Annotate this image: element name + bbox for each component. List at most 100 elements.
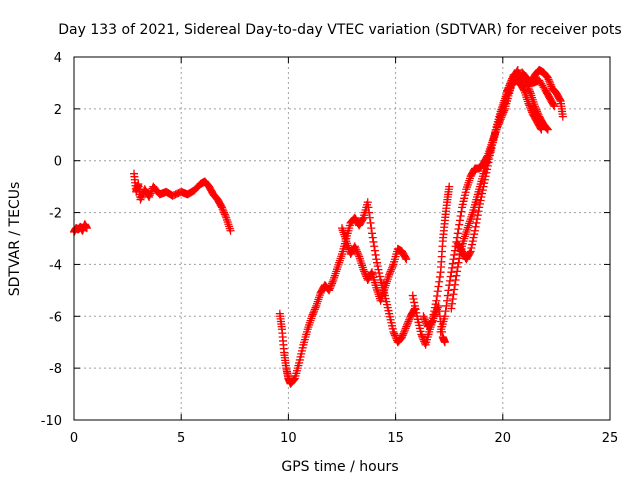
data-point-marker bbox=[544, 75, 553, 84]
data-point-marker bbox=[455, 220, 464, 229]
data-point-marker bbox=[363, 198, 372, 207]
data-point-marker bbox=[369, 237, 378, 246]
x-axis-title: GPS time / hours bbox=[281, 459, 398, 475]
data-point-marker bbox=[478, 189, 487, 198]
data-point-marker bbox=[365, 208, 374, 217]
data-point-marker bbox=[475, 203, 484, 212]
data-point-marker bbox=[453, 229, 462, 238]
data-point-marker bbox=[525, 85, 534, 94]
data-point-marker bbox=[543, 125, 552, 134]
data-point-marker bbox=[403, 320, 412, 329]
data-point-marker bbox=[433, 291, 442, 300]
data-point-marker bbox=[432, 296, 441, 305]
data-point-marker bbox=[446, 272, 455, 281]
data-point-marker bbox=[370, 242, 379, 251]
data-point-marker bbox=[440, 338, 449, 347]
data-point-marker bbox=[430, 307, 439, 316]
data-point-marker bbox=[364, 203, 373, 212]
data-point-marker bbox=[448, 295, 457, 303]
data-point-marker bbox=[353, 247, 362, 256]
data-point-marker bbox=[482, 168, 491, 177]
data-point-marker bbox=[542, 123, 551, 132]
data-point-marker bbox=[389, 327, 398, 336]
data-point-marker bbox=[472, 218, 481, 227]
data-point-marker bbox=[410, 301, 419, 310]
data-point-marker bbox=[390, 331, 399, 340]
data-point-marker bbox=[373, 262, 382, 271]
data-point-marker bbox=[473, 211, 482, 220]
data-point-marker bbox=[353, 249, 362, 258]
y-tick-label: -6 bbox=[49, 310, 62, 325]
data-point-marker bbox=[405, 315, 414, 324]
y-tick-label: -10 bbox=[41, 414, 62, 429]
data-point-marker bbox=[543, 124, 552, 133]
data-point-marker bbox=[478, 186, 487, 195]
data-point-marker bbox=[412, 308, 421, 317]
data-point-marker bbox=[398, 331, 407, 340]
data-point-marker bbox=[545, 77, 554, 86]
data-point-marker bbox=[351, 244, 360, 253]
data-point-marker bbox=[443, 296, 452, 305]
data-point-marker bbox=[442, 301, 451, 310]
data-point-marker bbox=[543, 73, 552, 82]
data-point-marker bbox=[220, 208, 229, 217]
data-point-marker bbox=[481, 172, 490, 181]
y-tick-label: 0 bbox=[54, 155, 62, 170]
data-point-marker bbox=[226, 226, 235, 235]
data-point-marker bbox=[454, 258, 463, 267]
data-point-marker bbox=[441, 307, 450, 316]
data-point-marker bbox=[434, 282, 443, 291]
series-segment bbox=[275, 198, 419, 388]
x-tick-label: 15 bbox=[387, 431, 404, 446]
data-point-marker bbox=[555, 95, 564, 104]
data-point-marker bbox=[474, 207, 483, 216]
data-point-marker bbox=[468, 240, 477, 249]
data-point-marker bbox=[409, 295, 418, 303]
data-point-marker bbox=[428, 314, 437, 323]
data-point-marker bbox=[487, 144, 496, 153]
data-point-marker bbox=[359, 265, 368, 274]
data-point-marker bbox=[411, 305, 420, 314]
data-point-marker bbox=[485, 154, 494, 163]
data-point-marker bbox=[308, 310, 317, 319]
data-point-marker bbox=[390, 329, 399, 338]
data-point-marker bbox=[453, 233, 462, 242]
data-point-marker bbox=[386, 267, 395, 276]
data-point-marker bbox=[368, 229, 377, 238]
y-tick-label: -2 bbox=[49, 207, 62, 222]
data-point-marker bbox=[483, 165, 492, 174]
data-point-marker bbox=[448, 299, 457, 308]
data-point-marker bbox=[402, 322, 411, 331]
data-point-marker bbox=[558, 112, 567, 121]
series-segment bbox=[419, 182, 454, 331]
data-point-marker bbox=[401, 324, 410, 333]
data-point-marker bbox=[484, 158, 493, 167]
data-point-marker bbox=[485, 151, 494, 160]
data-point-marker bbox=[445, 182, 454, 191]
data-point-marker bbox=[385, 269, 394, 278]
data-point-marker bbox=[218, 205, 227, 214]
data-point-marker bbox=[449, 255, 458, 264]
data-point-marker bbox=[533, 109, 542, 118]
data-point-marker bbox=[457, 207, 466, 216]
data-point-marker bbox=[370, 246, 379, 255]
data-point-marker bbox=[310, 307, 319, 316]
series-segment bbox=[453, 68, 552, 264]
data-point-marker bbox=[365, 213, 374, 222]
data-point-marker bbox=[448, 263, 457, 272]
data-point-marker bbox=[486, 148, 495, 157]
data-point-marker bbox=[400, 326, 409, 335]
data-point-marker bbox=[465, 248, 474, 257]
data-point-marker bbox=[371, 250, 380, 259]
y-tick-label: 2 bbox=[54, 103, 62, 118]
data-point-marker bbox=[477, 193, 486, 202]
data-point-marker bbox=[418, 332, 427, 341]
data-point-marker bbox=[470, 226, 479, 235]
data-point-marker bbox=[546, 80, 555, 89]
data-point-marker bbox=[310, 305, 319, 314]
data-point-marker bbox=[429, 310, 438, 319]
data-point-marker bbox=[475, 199, 484, 208]
y-tick-label: -8 bbox=[49, 362, 62, 377]
series-segment bbox=[338, 224, 411, 305]
